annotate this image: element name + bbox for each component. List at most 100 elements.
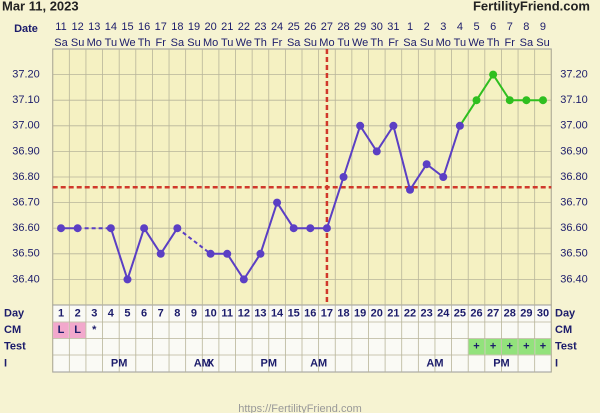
- temperature-point: [356, 121, 365, 130]
- weekday: Th: [370, 37, 383, 49]
- day-number: 1: [58, 307, 64, 319]
- weekday: We: [352, 37, 368, 49]
- temperature-point: [472, 96, 481, 105]
- temperature-point: [140, 224, 149, 233]
- day-number: 29: [520, 307, 532, 319]
- day-number: 4: [108, 307, 115, 319]
- day-number: 8: [174, 307, 180, 319]
- test-cell: [468, 339, 485, 355]
- test-cell: [485, 339, 501, 355]
- weekday: Su: [420, 37, 433, 49]
- weekday: Su: [536, 37, 549, 49]
- weekday: Th: [138, 37, 151, 49]
- weekday: Sa: [54, 37, 68, 49]
- weekday: Sa: [287, 37, 301, 49]
- date: 11: [55, 21, 66, 33]
- day-number: 26: [470, 307, 482, 319]
- temperature-point: [489, 70, 498, 79]
- date: 2: [424, 21, 430, 33]
- date: 26: [304, 21, 316, 33]
- date: 5: [473, 21, 479, 33]
- date: 6: [490, 21, 496, 33]
- test-entry: +: [473, 341, 479, 353]
- date: 19: [188, 21, 200, 33]
- date: 21: [221, 21, 233, 33]
- day-number: 3: [91, 307, 97, 319]
- day-row-label-right: Day: [555, 307, 576, 319]
- date: 3: [440, 21, 446, 33]
- y-tick-label-right: 37.20: [560, 69, 588, 81]
- day-number: 30: [537, 307, 549, 319]
- weekday: Fr: [505, 37, 516, 49]
- intercourse-entry: AM: [194, 357, 211, 369]
- temperature-point: [389, 121, 398, 130]
- weekday: Fr: [156, 37, 167, 49]
- test-entry: +: [507, 341, 513, 353]
- temperature-point: [239, 275, 248, 284]
- weekday: Mo: [203, 37, 218, 49]
- weekday: Sa: [171, 37, 185, 49]
- test-row-label: Test: [4, 341, 26, 353]
- temperature-point: [322, 224, 331, 233]
- day-number: 17: [321, 307, 333, 319]
- day-number: 15: [288, 307, 300, 319]
- y-tick-label: 36.40: [12, 273, 40, 285]
- day-number: 25: [454, 307, 466, 319]
- temperature-point: [306, 224, 315, 233]
- test-cell: [518, 339, 535, 355]
- y-tick-label: 36.80: [12, 171, 40, 183]
- weekday: Su: [71, 37, 84, 49]
- y-tick-label-right: 36.90: [560, 145, 588, 157]
- weekday: Th: [254, 37, 267, 49]
- y-tick-label-right: 36.50: [560, 248, 588, 260]
- test-entry: +: [490, 341, 496, 353]
- temperature-point: [73, 224, 82, 233]
- intercourse-entry: AM: [426, 357, 443, 369]
- day-number: 20: [371, 307, 383, 319]
- date: 9: [540, 21, 546, 33]
- weekday: Sa: [403, 37, 417, 49]
- day-number: 23: [421, 307, 433, 319]
- temperature-point: [406, 185, 415, 194]
- cm-cell: [69, 322, 86, 338]
- intercourse-entry: X: [207, 357, 215, 369]
- temperature-point: [522, 96, 531, 105]
- intercourse-row-label: I: [4, 357, 7, 369]
- weekday: Tu: [221, 37, 233, 49]
- date: 27: [321, 21, 333, 33]
- cm-entry: *: [92, 324, 97, 336]
- date: 15: [121, 21, 133, 33]
- day-number: 9: [191, 307, 197, 319]
- date: 12: [72, 21, 84, 33]
- day-number: 2: [75, 307, 81, 319]
- chart-date: Mar 11, 2023: [2, 0, 79, 13]
- day-number: 18: [337, 307, 349, 319]
- temperature-point: [422, 160, 431, 169]
- weekday: Su: [187, 37, 200, 49]
- temperature-point: [273, 198, 282, 207]
- date: 29: [354, 21, 366, 33]
- day-row-label: Day: [4, 307, 25, 319]
- date: 8: [523, 21, 529, 33]
- date: 22: [238, 21, 250, 33]
- date: 13: [88, 21, 100, 33]
- temperature-point: [256, 249, 265, 258]
- temperature-point: [57, 224, 66, 233]
- weekday: Mo: [319, 37, 334, 49]
- weekday: Su: [304, 37, 317, 49]
- intercourse-entry: PM: [261, 357, 278, 369]
- day-number: 28: [504, 307, 516, 319]
- day-number: 7: [158, 307, 164, 319]
- y-tick-label: 36.50: [12, 248, 40, 260]
- day-number: 6: [141, 307, 147, 319]
- test-cell: [535, 339, 551, 355]
- date: 25: [288, 21, 300, 33]
- cm-entry: L: [74, 324, 81, 336]
- day-number: 19: [354, 307, 366, 319]
- weekday: Tu: [105, 37, 117, 49]
- day-number: 24: [437, 307, 450, 319]
- weekday: Mo: [436, 37, 451, 49]
- day-number: 27: [487, 307, 499, 319]
- day-number: 11: [221, 307, 233, 319]
